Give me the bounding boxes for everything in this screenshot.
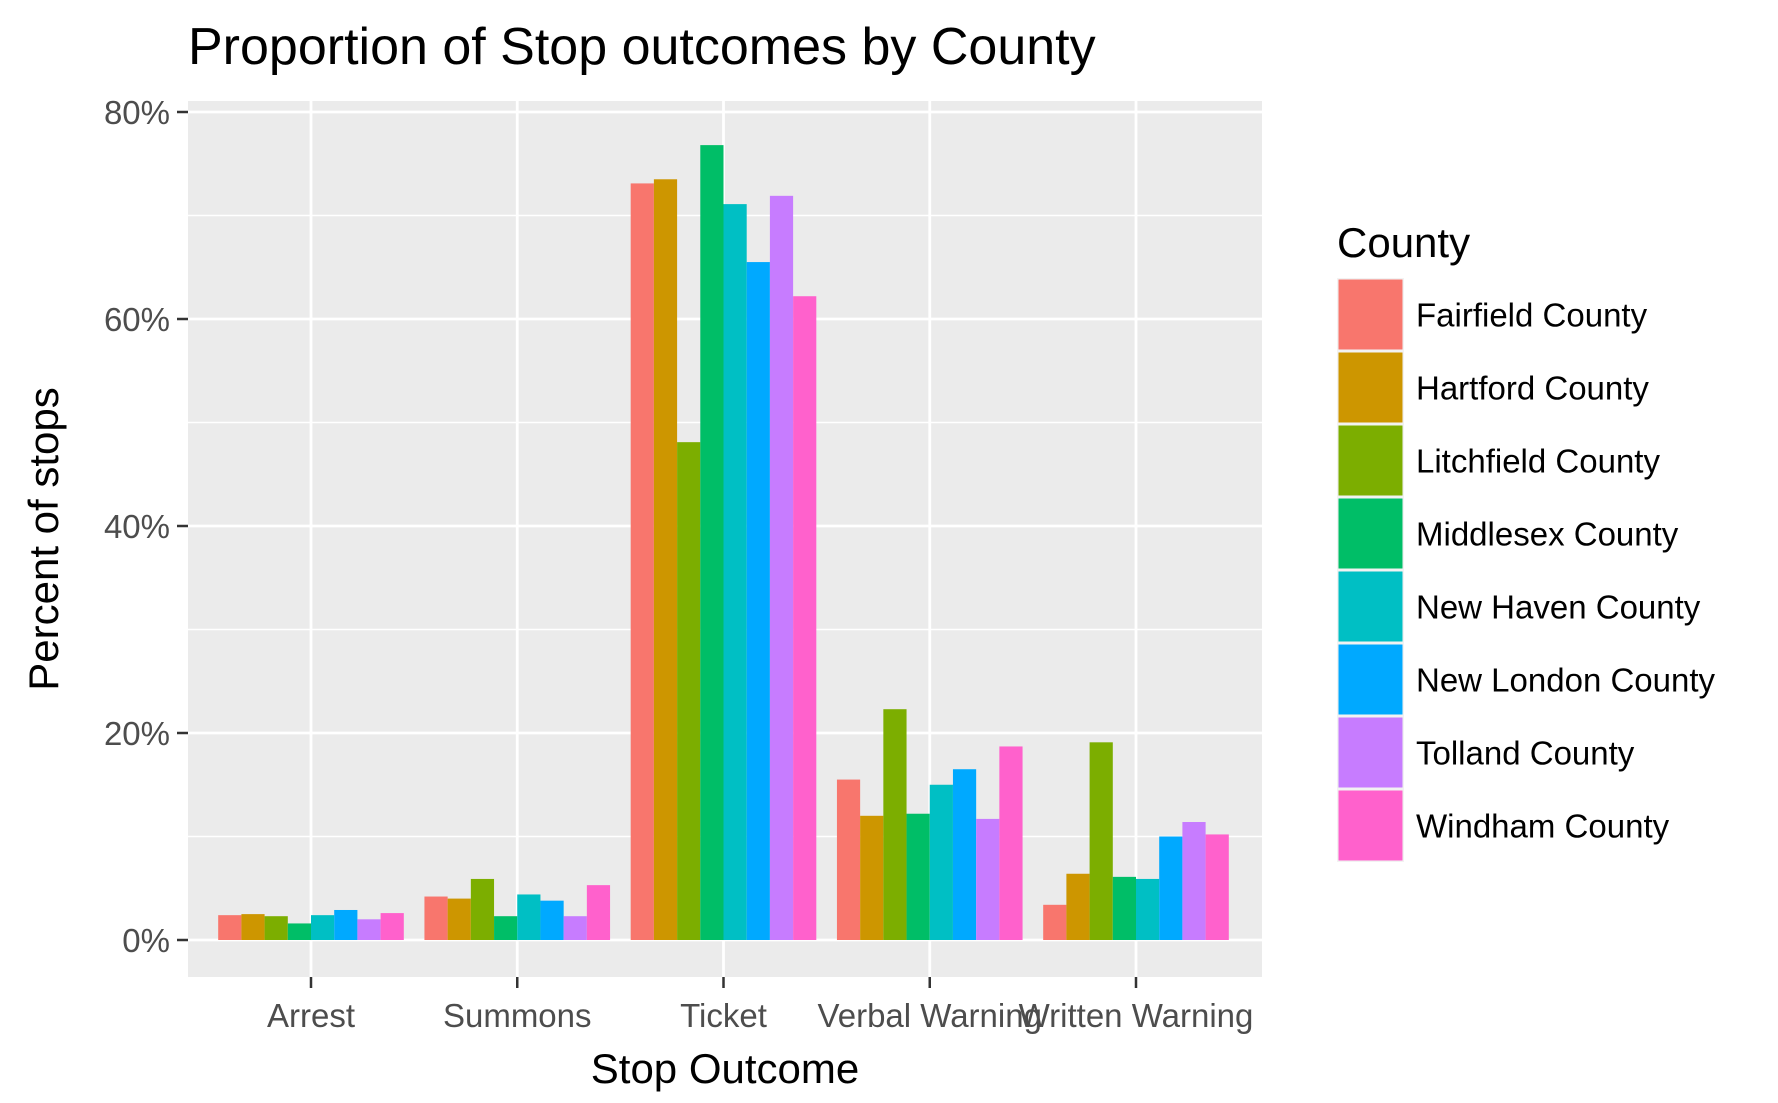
legend-title: County <box>1337 219 1470 266</box>
bar-windham-county-written-warning <box>1205 834 1229 940</box>
legend-label-new-haven-county: New Haven County <box>1416 589 1701 626</box>
bar-windham-county-summons <box>586 885 611 940</box>
bar-hartford-county-ticket <box>653 179 678 940</box>
y-axis: 0% 20% 40% 60% 80% <box>104 94 188 959</box>
legend-swatch-windham-county <box>1338 790 1403 861</box>
bar-windham-county-arrest <box>380 913 404 940</box>
bar-new-london-county-verbal-warning <box>952 769 977 940</box>
bar-hartford-county-summons <box>447 898 471 940</box>
x-tick-label-ticket: Ticket <box>680 997 767 1034</box>
bar-windham-county-verbal-warning <box>999 746 1023 940</box>
legend-label-fairfield-county: Fairfield County <box>1416 297 1648 334</box>
bar-fairfield-county-summons <box>424 896 448 940</box>
bar-new-haven-county-written-warning <box>1136 878 1160 940</box>
legend-swatch-hartford-county <box>1338 352 1403 423</box>
bar-tolland-county-ticket <box>769 195 794 940</box>
x-axis-title: Stop Outcome <box>591 1045 859 1092</box>
bar-hartford-county-written-warning <box>1066 873 1090 940</box>
bar-fairfield-county-verbal-warning <box>836 779 861 940</box>
x-tick-label-written-warning: Written Warning <box>1019 997 1254 1034</box>
legend-items: Fairfield County Hartford County Litchfiel… <box>1337 278 1716 862</box>
bar-litchfield-county-summons <box>470 878 495 940</box>
legend-label-tolland-county: Tolland County <box>1416 735 1635 772</box>
bar-fairfield-county-written-warning <box>1043 904 1067 940</box>
y-tick-label: 80% <box>104 94 170 131</box>
y-tick-label: 20% <box>104 715 170 752</box>
bar-middlesex-county-verbal-warning <box>906 813 930 940</box>
bar-middlesex-county-ticket <box>700 145 724 940</box>
legend-label-windham-county: Windham County <box>1416 808 1670 845</box>
bar-new-haven-county-verbal-warning <box>929 784 953 940</box>
bar-litchfield-county-verbal-warning <box>883 709 907 940</box>
y-tick-label: 60% <box>104 301 170 338</box>
legend-swatch-fairfield-county <box>1338 279 1403 350</box>
bar-new-haven-county-summons <box>517 894 541 940</box>
bar-tolland-county-verbal-warning <box>976 818 1000 940</box>
legend-swatch-middlesex-county <box>1338 498 1403 569</box>
y-tick-label: 40% <box>104 508 170 545</box>
bars <box>218 145 1229 941</box>
bar-litchfield-county-ticket <box>677 442 701 940</box>
bar-fairfield-county-arrest <box>218 915 242 940</box>
legend-label-middlesex-county: Middlesex County <box>1416 516 1679 553</box>
bar-litchfield-county-arrest <box>264 916 288 940</box>
bar-middlesex-county-arrest <box>287 923 311 940</box>
bar-hartford-county-verbal-warning <box>860 815 884 940</box>
bar-new-london-county-summons <box>540 900 564 940</box>
bar-new-london-county-arrest <box>334 909 358 940</box>
bar-tolland-county-arrest <box>357 919 381 940</box>
bar-litchfield-county-written-warning <box>1089 742 1113 940</box>
bar-new-london-county-written-warning <box>1159 836 1183 940</box>
bar-new-haven-county-arrest <box>311 915 335 940</box>
bar-tolland-county-summons <box>563 916 587 940</box>
x-axis: Arrest Summons Ticket Verbal WarningWritten… <box>267 977 1253 1034</box>
legend-label-new-london-county: New London County <box>1416 662 1716 699</box>
legend-swatch-new-london-county <box>1338 644 1403 715</box>
legend-swatch-litchfield-county <box>1338 425 1403 496</box>
bar-hartford-county-arrest <box>241 914 265 940</box>
x-tick-label-arrest: Arrest <box>267 997 355 1034</box>
bar-new-london-county-ticket <box>746 262 770 940</box>
bar-fairfield-county-ticket <box>630 183 654 941</box>
x-tick-label-summons: Summons <box>443 997 592 1034</box>
legend-swatch-new-haven-county <box>1338 571 1403 642</box>
bar-windham-county-ticket <box>793 296 817 941</box>
bar-tolland-county-written-warning <box>1182 822 1206 940</box>
x-tick-label-verbal-warning: Verbal Warning <box>818 997 1042 1034</box>
legend-swatch-tolland-county <box>1338 717 1403 788</box>
bar-new-haven-county-ticket <box>723 204 747 941</box>
legend-label-hartford-county: Hartford County <box>1416 370 1649 407</box>
bar-middlesex-county-written-warning <box>1112 876 1136 940</box>
y-tick-label: 0% <box>122 922 170 959</box>
chart-title: Proportion of Stop outcomes by County <box>188 18 1096 76</box>
legend: County Fairfield County Hartford County Li… <box>1337 219 1716 862</box>
legend-label-litchfield-county: Litchfield County <box>1416 443 1660 480</box>
y-axis-title: Percent of stops <box>20 387 67 691</box>
bar-middlesex-county-summons <box>494 916 518 940</box>
